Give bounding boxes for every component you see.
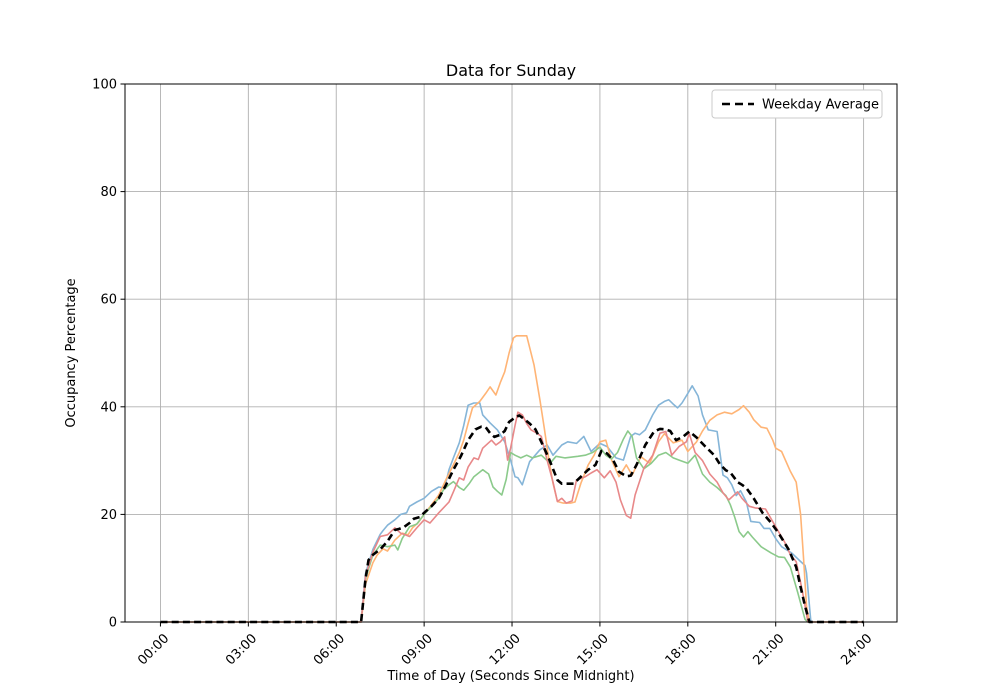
series-sunday-trace-orange xyxy=(160,334,864,623)
grid-lines xyxy=(125,83,897,623)
chart-title: Data for Sunday xyxy=(446,61,576,80)
x-tick-label: 15:00 xyxy=(575,631,612,668)
y-tick-label: 80 xyxy=(100,185,117,200)
x-tick-label: 18:00 xyxy=(663,631,700,668)
x-axis-label: Time of Day (Seconds Since Midnight) xyxy=(386,669,634,684)
axis-ticks xyxy=(120,83,865,627)
y-tick-label: 40 xyxy=(100,400,117,415)
x-tick-label: 12:00 xyxy=(487,631,524,668)
plot-border xyxy=(124,83,898,623)
y-tick-label: 60 xyxy=(100,293,117,308)
y-tick-label: 20 xyxy=(100,508,117,523)
x-tick-label: 06:00 xyxy=(311,631,348,668)
y-axis-label: Occupancy Percentage xyxy=(64,278,79,427)
legend-box xyxy=(711,89,883,119)
x-tick-label: 03:00 xyxy=(223,631,260,668)
x-tick-label: 24:00 xyxy=(838,631,875,668)
series-sunday-trace-blue xyxy=(160,384,864,623)
axis-tick-labels: 00:00 03:00 06:00 09:00 12:00 15:00 18:00 21:00… xyxy=(92,78,875,669)
y-tick-label: 0 xyxy=(109,616,117,631)
series-sunday-trace-red xyxy=(160,411,864,623)
x-tick-label: 09:00 xyxy=(399,631,436,668)
y-tick-label: 100 xyxy=(92,78,117,93)
x-tick-label: 00:00 xyxy=(135,631,172,668)
data-series xyxy=(160,334,864,624)
legend-entry-label: Weekday Average xyxy=(762,98,879,113)
x-tick-label: 21:00 xyxy=(750,631,787,668)
series-weekday-average xyxy=(160,414,864,624)
legend: Weekday Average xyxy=(711,89,883,119)
